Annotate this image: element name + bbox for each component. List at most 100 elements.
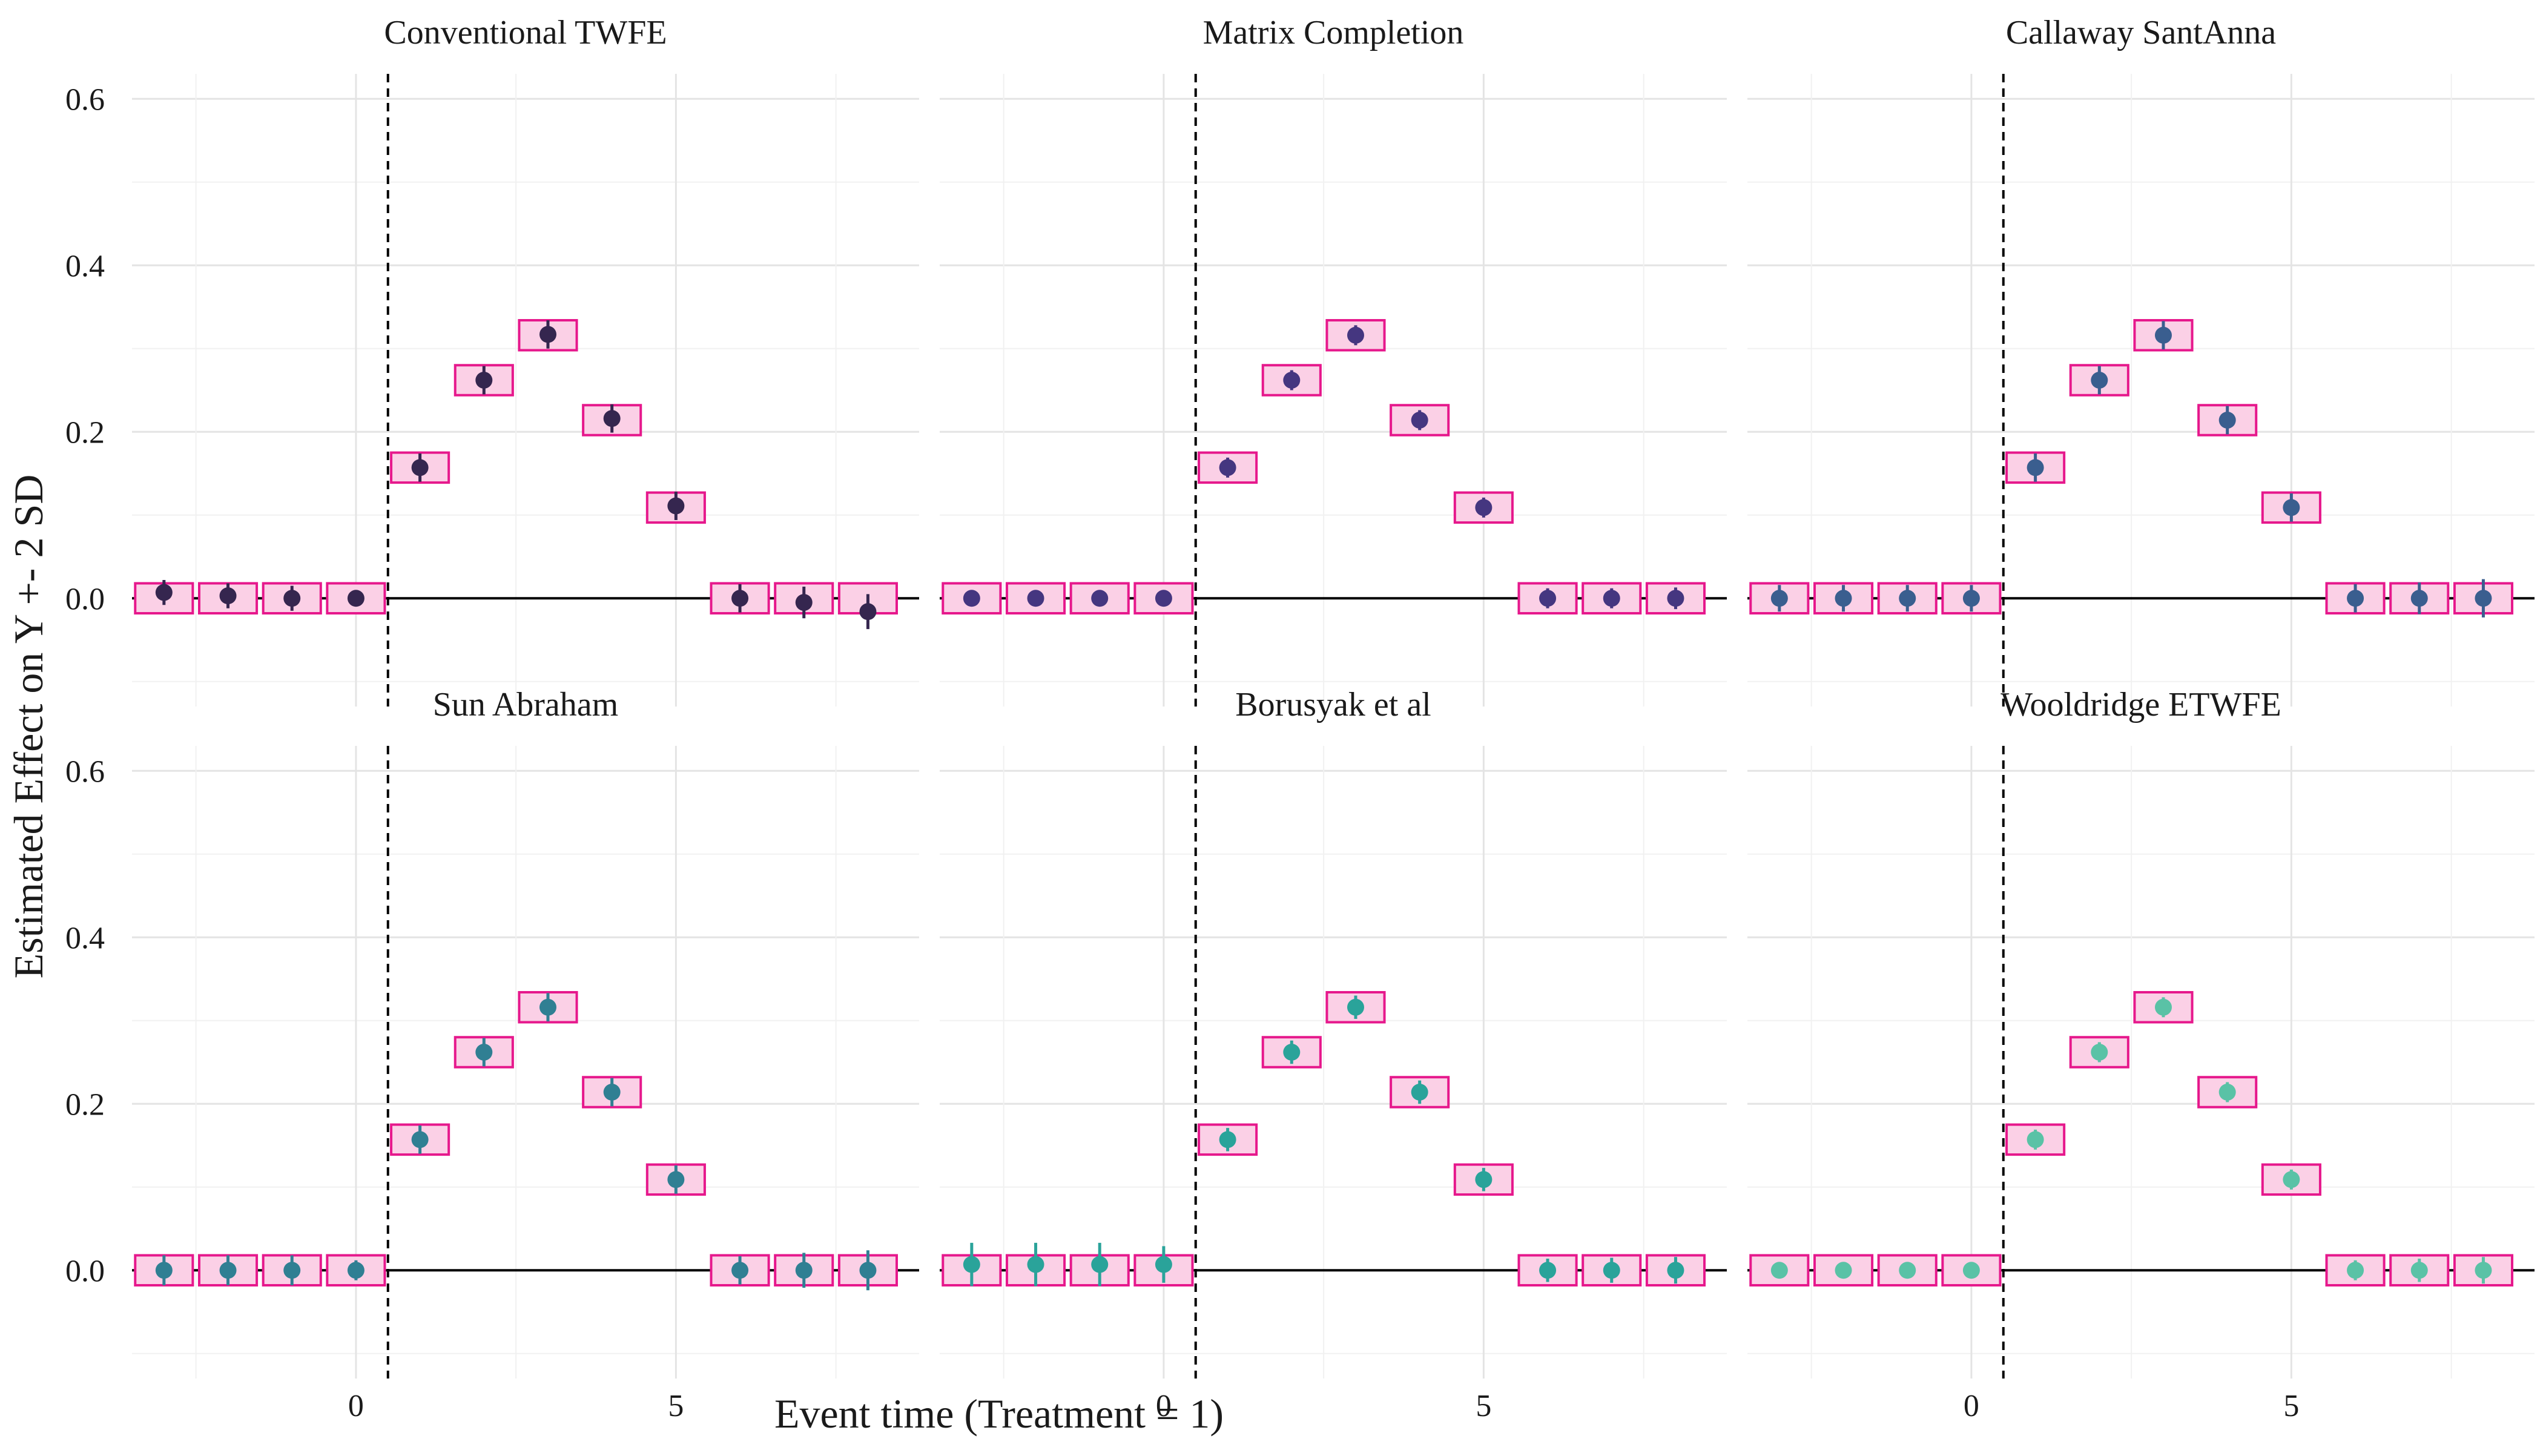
true-effect-box (1133, 582, 1194, 614)
data-point (2410, 1262, 2428, 1279)
true-effect-box (942, 582, 1002, 614)
data-point (1603, 1262, 1620, 1279)
data-point (283, 1262, 301, 1279)
data-point (1899, 1262, 1916, 1279)
data-point (1155, 590, 1172, 607)
panel-title: Borusyak et al (1235, 686, 1431, 723)
data-point (859, 603, 877, 621)
data-point (1027, 590, 1044, 607)
x-tick-label: 5 (1476, 1389, 1491, 1423)
data-point (1219, 459, 1236, 476)
data-point (1539, 1262, 1557, 1279)
panel-1: Conventional TWFE 0.0 0.2 0.4 0.6 (65, 14, 919, 707)
y-tick-label: 0.6 (65, 82, 105, 117)
data-point (2091, 1044, 2108, 1061)
data-point (347, 590, 364, 607)
data-point (859, 1262, 877, 1279)
data-point (411, 1131, 429, 1148)
data-point (2283, 1171, 2300, 1188)
y-tick-label: 0.4 (65, 249, 105, 283)
data-point (1411, 412, 1428, 429)
data-point (1603, 590, 1620, 607)
data-point (2347, 1262, 2364, 1279)
data-point (667, 497, 685, 515)
data-point (731, 1262, 749, 1279)
data-point (2410, 590, 2428, 607)
y-axis-label: Estimated Effect on Y +- 2 SD (5, 475, 51, 979)
panel-title: Callaway SantAnna (2006, 14, 2276, 51)
y-tick-label: 0.0 (65, 582, 105, 616)
panel-title: Conventional TWFE (384, 14, 667, 51)
panel-title: Wooldridge ETWFE (2000, 686, 2281, 723)
data-point (539, 998, 556, 1016)
x-tick-label: 5 (2283, 1389, 2299, 1423)
true-effect-box (2453, 1254, 2514, 1286)
data-point (2218, 1084, 2236, 1101)
data-point (963, 1256, 980, 1273)
data-point (283, 590, 301, 607)
data-point (347, 1262, 364, 1279)
data-point (2475, 1262, 2492, 1279)
data-point (155, 584, 173, 601)
data-point (219, 1262, 237, 1279)
data-point (539, 326, 556, 343)
data-point (795, 1262, 813, 1279)
panels-layer: Conventional TWFE 0.0 0.2 0.4 0.6 Matrix Comp… (65, 14, 2535, 1423)
data-point (475, 372, 493, 389)
panel-4: Sun Abraham 0.0 0.2 0.4 0.6 0 5 (65, 686, 919, 1423)
data-point (795, 594, 813, 611)
data-point (1539, 590, 1557, 607)
data-point (2027, 1131, 2044, 1148)
y-tick-label: 0.4 (65, 921, 105, 955)
data-point (1475, 499, 1492, 516)
data-point (1411, 1084, 1428, 1101)
data-point (2091, 372, 2108, 389)
data-point (1091, 590, 1109, 607)
data-point (1027, 1256, 1044, 1273)
data-point (2347, 590, 2364, 607)
x-tick-label: 5 (668, 1389, 684, 1423)
y-tick-label: 0.2 (65, 415, 105, 450)
x-tick-label: 0 (1964, 1389, 1979, 1423)
panel-6: Wooldridge ETWFE 0 5 (1747, 686, 2535, 1423)
panel-3: Callaway SantAnna (1747, 14, 2535, 707)
data-point (1283, 1044, 1301, 1061)
data-point (2283, 499, 2300, 516)
data-point (1475, 1171, 1492, 1188)
data-point (1835, 1262, 1852, 1279)
panel-5: Borusyak et al 0 5 (940, 686, 1727, 1423)
data-point (1219, 1131, 1236, 1148)
panel-title: Matrix Completion (1203, 14, 1464, 51)
data-point (1091, 1256, 1109, 1273)
true-effect-box (1069, 582, 1130, 614)
data-point (411, 459, 429, 476)
data-point (1667, 590, 1684, 607)
data-point (603, 410, 621, 427)
true-effect-box (1749, 1254, 1810, 1286)
data-point (2154, 326, 2172, 344)
data-point (1962, 590, 1980, 607)
y-tick-label: 0.0 (65, 1254, 105, 1288)
data-point (219, 587, 237, 605)
x-axis-label: Event time (Treatment = 1) (774, 1391, 1224, 1437)
data-point (603, 1084, 621, 1101)
data-point (2027, 459, 2044, 476)
x-tick-label: 0 (1156, 1389, 1172, 1423)
data-point (1667, 1262, 1684, 1279)
data-point (1283, 372, 1301, 389)
panel-2: Matrix Completion (940, 14, 1727, 707)
data-point (963, 590, 980, 607)
data-point (1347, 326, 1364, 344)
y-tick-label: 0.6 (65, 754, 105, 789)
data-point (1962, 1262, 1980, 1279)
data-point (1770, 1262, 1788, 1279)
y-tick-label: 0.2 (65, 1087, 105, 1122)
data-point (1155, 1256, 1172, 1273)
data-point (1770, 590, 1788, 607)
data-point (667, 1171, 685, 1188)
data-point (1899, 590, 1916, 607)
data-point (1347, 998, 1364, 1016)
data-point (155, 1262, 173, 1279)
